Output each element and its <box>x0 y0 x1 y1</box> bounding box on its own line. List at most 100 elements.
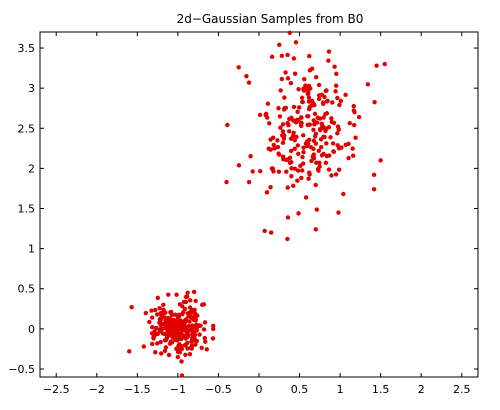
scatter-point <box>296 86 301 92</box>
scatter-point <box>286 129 292 134</box>
scatter-point <box>328 135 333 140</box>
scatter-point <box>246 179 252 185</box>
scatter-point <box>306 95 312 100</box>
scatter-point <box>365 82 371 87</box>
scatter-point <box>317 127 323 133</box>
scatter-point <box>346 155 351 161</box>
x-tick-label: −2 <box>89 383 105 396</box>
scatter-point <box>187 351 193 357</box>
scatter-point <box>158 339 163 345</box>
scatter-point <box>159 326 165 332</box>
scatter-point <box>333 172 339 177</box>
y-tick-label: 1.5 <box>18 203 36 216</box>
scatter-point <box>289 166 294 171</box>
scatter-point <box>313 131 319 136</box>
scatter-point <box>326 125 332 130</box>
scatter-point <box>300 154 305 160</box>
scatter-point <box>336 210 341 215</box>
scatter-point <box>326 49 332 54</box>
scatter-point <box>306 89 311 95</box>
scatter-point <box>290 133 296 139</box>
scatter-point <box>257 112 263 118</box>
scatter-point <box>166 352 172 358</box>
scatter-point <box>200 302 205 307</box>
scatter-point <box>184 294 190 299</box>
scatter-point <box>279 53 285 59</box>
scatter-point <box>189 332 195 337</box>
scatter-point <box>157 320 162 325</box>
scatter-point <box>275 138 280 143</box>
scatter-point <box>153 350 158 355</box>
scatter-point <box>300 99 306 105</box>
scatter-point <box>171 317 177 323</box>
scatter-point <box>264 190 270 195</box>
scatter-point <box>201 327 207 332</box>
scatter-point <box>310 154 315 159</box>
scatter-point <box>149 315 155 320</box>
scatter-point <box>162 348 168 354</box>
scatter-point <box>185 311 191 316</box>
scatter-point <box>276 152 282 157</box>
scatter-point <box>166 318 172 324</box>
scatter-point <box>317 164 322 169</box>
scatter-point <box>326 153 332 158</box>
scatter-point <box>179 359 184 364</box>
scatter-point <box>285 236 290 242</box>
scatter-point <box>179 373 185 378</box>
scatter-point <box>306 106 312 112</box>
scatter-point <box>185 333 191 339</box>
scatter-point <box>282 133 287 138</box>
scatter-point <box>174 292 179 297</box>
scatter-point <box>330 141 336 146</box>
scatter-point <box>350 146 355 151</box>
scatter-point <box>292 71 298 76</box>
scatter-point <box>163 310 168 315</box>
scatter-point <box>300 168 305 173</box>
scatter-point <box>262 228 267 234</box>
scatter-point <box>316 148 322 154</box>
y-tick-label: 2 <box>28 162 35 175</box>
scatter-point <box>192 316 198 321</box>
scatter-point <box>154 325 159 331</box>
x-tick-label: 1 <box>337 383 344 396</box>
scatter-point <box>183 352 188 358</box>
scatter-point <box>294 134 299 140</box>
scatter-point <box>150 325 155 330</box>
scatter-point <box>143 310 148 316</box>
x-tick-label: −0.5 <box>205 383 232 396</box>
scatter-point <box>353 135 358 140</box>
scatter-point <box>336 146 342 151</box>
scatter-point <box>378 158 383 163</box>
scatter-point <box>280 140 286 146</box>
scatter-point <box>317 160 322 166</box>
y-tick-label: 2.5 <box>18 122 36 135</box>
scatter-point <box>371 172 377 177</box>
scatter-point <box>296 151 301 157</box>
scatter-point <box>307 170 312 175</box>
scatter-point <box>300 161 306 166</box>
scatter-point <box>324 111 330 116</box>
scatter-point <box>299 95 305 101</box>
y-tick-label: 0.5 <box>18 283 36 296</box>
scatter-point <box>180 311 185 317</box>
scatter-point <box>321 134 326 140</box>
scatter-point <box>211 323 216 329</box>
scatter-point <box>374 63 379 68</box>
scatter-point <box>382 61 387 67</box>
scatter-point <box>185 327 190 333</box>
scatter-point <box>169 312 175 318</box>
scatter-point <box>306 137 312 143</box>
x-tick-label: −1.5 <box>124 383 151 396</box>
scatter-point <box>319 153 325 158</box>
scatter-point <box>311 100 316 106</box>
scatter-point <box>211 326 216 332</box>
scatter-point <box>202 335 207 341</box>
scatter-point <box>312 111 318 117</box>
scatter-point <box>175 338 180 343</box>
scatter-point <box>185 346 190 351</box>
scatter-point <box>152 329 157 334</box>
scatter-point <box>267 121 272 126</box>
scatter-point <box>306 99 312 104</box>
scatter-point <box>351 108 357 113</box>
